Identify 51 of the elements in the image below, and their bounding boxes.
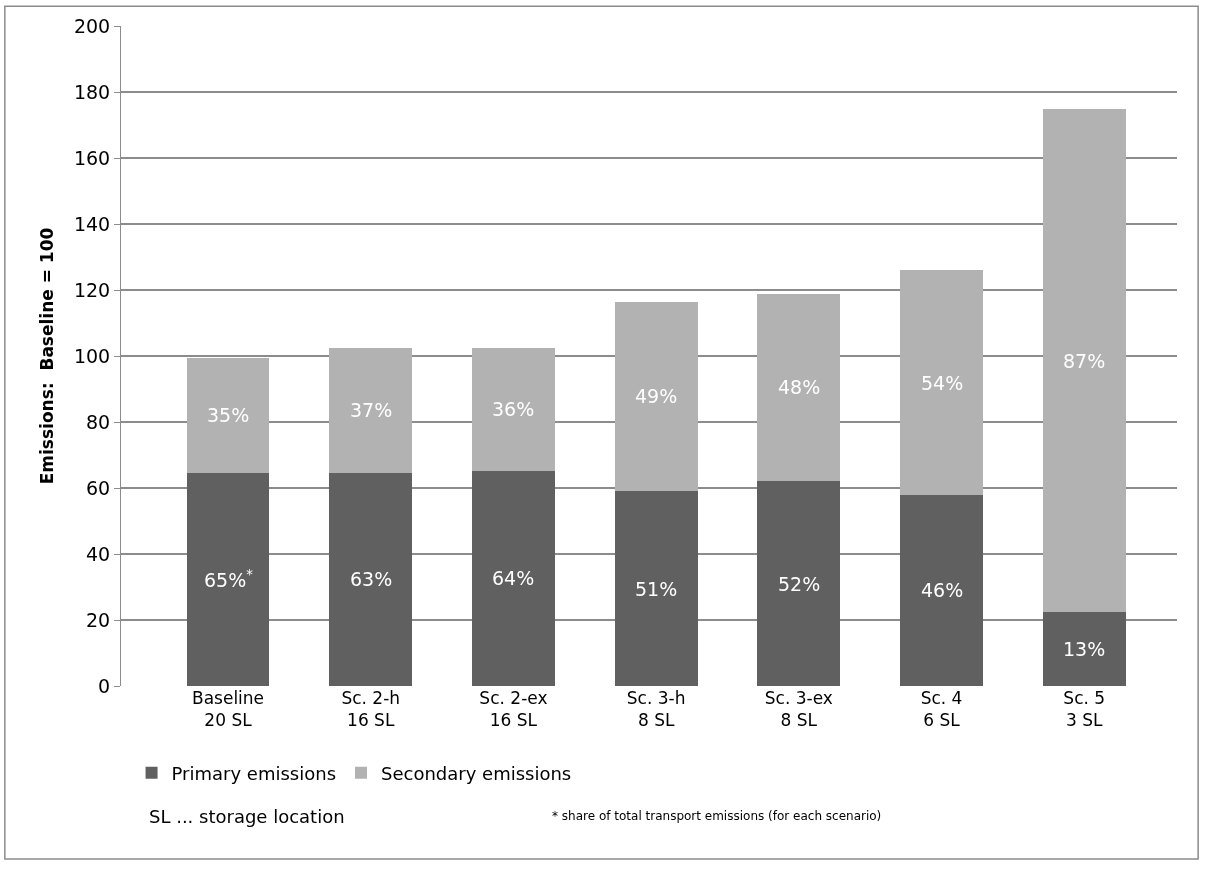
bar (900, 494, 983, 686)
annotation: 37% (350, 399, 393, 421)
text: SL ... storage location (149, 806, 345, 827)
y-tick-label: 120 (73, 278, 111, 301)
bar (329, 472, 413, 686)
legend-label: Primary emissions (171, 762, 337, 784)
annotation: 49% (635, 385, 678, 407)
annotation: 35% (207, 404, 250, 426)
annotation: 87% (1063, 350, 1106, 372)
y-axis-title: Emissions: Baseline = 100 (37, 227, 58, 485)
x-tick-label: Sc. 5 3 SL (1063, 688, 1106, 731)
bar (472, 470, 555, 686)
bar (1042, 109, 1126, 613)
bar (614, 491, 698, 686)
bar (614, 301, 698, 492)
y-tick-label: 160 (73, 146, 111, 169)
annotation: 46% (921, 579, 964, 601)
legend-label: Secondary emissions (381, 762, 572, 784)
y-tick-label: 40 (86, 542, 111, 565)
y-tick-label: 0 (98, 674, 111, 697)
y-tick-label: 80 (86, 410, 111, 433)
y-tick-label: 140 (73, 212, 111, 235)
x-tick-label: Baseline 20 SL (191, 688, 265, 731)
annotation: 13% (1063, 638, 1106, 660)
bar (186, 357, 270, 473)
bar (757, 481, 841, 686)
annotation: 64% (492, 567, 535, 589)
x-tick-label: Sc. 2-ex 16 SL (479, 688, 548, 731)
y-tick-label: 180 (73, 80, 111, 103)
annotation: 48% (778, 376, 821, 398)
bar (186, 472, 270, 686)
annotation: 52% (778, 573, 821, 595)
annotation: 63% (350, 568, 393, 590)
bar (757, 293, 841, 482)
y-tick-label: 60 (86, 476, 111, 499)
y-tick-label: 20 (86, 608, 111, 631)
bar (1042, 612, 1126, 686)
bar (472, 347, 555, 471)
y-tick-label: 100 (73, 344, 111, 367)
annotation: 36% (492, 398, 535, 420)
x-tick-label: Sc. 3-ex 8 SL (764, 688, 833, 731)
x-tick-label: Sc. 2-h 16 SL (341, 688, 401, 731)
x-tick-label: Sc. 4 6 SL (920, 688, 963, 731)
text: * share of total transport emissions (for each scenario) (552, 809, 882, 823)
annotation: 51% (635, 578, 678, 600)
bar (329, 347, 413, 473)
y-tick-label: 200 (73, 14, 111, 37)
bar (900, 270, 983, 495)
x-tick-label: Sc. 3-h 8 SL (626, 688, 686, 731)
annotation: 54% (921, 372, 964, 394)
annotation: 65%$^{*}$ (204, 567, 254, 591)
